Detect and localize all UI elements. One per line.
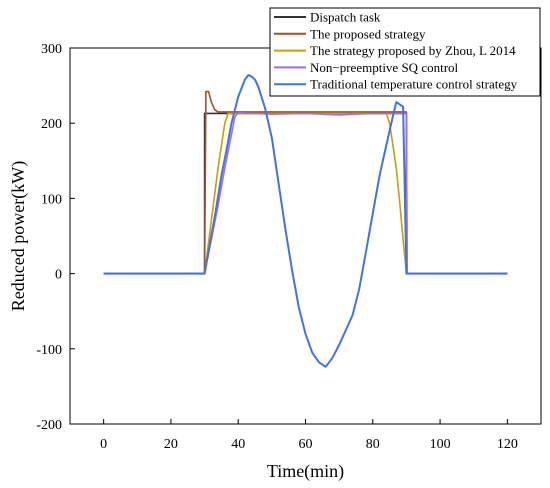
x-tick-label: 120 (497, 437, 518, 452)
x-axis-ticks: 0 20 40 60 80 100 120 (100, 419, 518, 452)
y-tick-label: -200 (36, 418, 62, 433)
legend-label: Traditional temperature control strategy (310, 77, 518, 92)
y-tick-label: 0 (55, 268, 62, 283)
y-axis-ticks: -200 -100 0 100 200 300 (36, 42, 75, 433)
x-tick-label: 80 (366, 437, 380, 452)
series-layer (103, 74, 508, 368)
y-tick-label: 100 (41, 192, 62, 207)
legend-label: Dispatch task (310, 10, 381, 25)
series-line-1 (103, 112, 508, 275)
x-tick-label: 0 (100, 437, 107, 452)
legend-label: The proposed strategy (310, 26, 426, 41)
x-tick-label: 60 (299, 437, 313, 452)
plot-border (69, 47, 542, 425)
series-line-5 (103, 74, 508, 368)
x-tick-label: 20 (164, 437, 178, 452)
y-tick-label: 200 (41, 117, 62, 132)
series-line-3 (103, 112, 508, 275)
legend-label: Non−preemptive SQ control (310, 60, 459, 75)
x-axis-title: Time(min) (267, 461, 344, 482)
x-tick-label: 40 (231, 437, 245, 452)
legend-box (269, 7, 541, 97)
series-line-4 (103, 111, 508, 275)
x-tick-label: 100 (430, 437, 451, 452)
y-tick-label: -100 (36, 343, 62, 358)
plot-frame (69, 47, 542, 425)
legend-label: The strategy proposed by Zhou, L 2014 (310, 43, 516, 58)
series-line-2 (103, 90, 508, 275)
y-tick-label: 300 (41, 42, 62, 57)
y-axis-title: Reduced power(kW) (8, 161, 29, 311)
